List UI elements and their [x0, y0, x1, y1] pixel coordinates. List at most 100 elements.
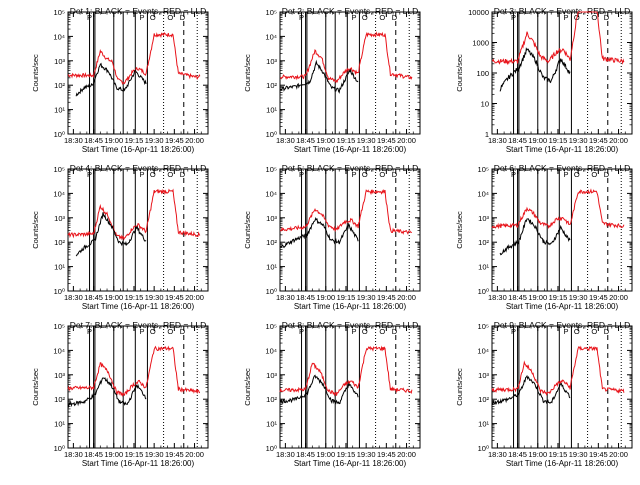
- series-events-line: [279, 374, 359, 405]
- panel-det-7: Det 7: BLACK = Events, RED = LLD Counts/s…: [31, 320, 209, 468]
- event-marker-label: O: [362, 170, 368, 179]
- x-tick-label: 19:45: [165, 136, 184, 145]
- y-tick-label: 10³: [266, 57, 277, 66]
- event-marker-label: O: [574, 327, 580, 336]
- series-lld-line: [67, 345, 200, 398]
- plot-frame: [279, 11, 421, 135]
- series-lld-line: [279, 189, 412, 235]
- y-tick-label: 10⁵: [478, 322, 489, 331]
- panel-title: Det 2: BLACK = Events, RED = LLD: [282, 6, 419, 16]
- x-tick-label: 19:00: [104, 293, 123, 302]
- x-tick-label: 19:45: [589, 293, 608, 302]
- x-tick-label: 19:30: [357, 450, 376, 459]
- event-marker-label: D: [604, 13, 610, 22]
- x-tick-label: 18:45: [84, 450, 103, 459]
- event-marker-label: P: [140, 170, 145, 179]
- event-marker-label: P: [564, 327, 569, 336]
- x-axis-label: Start Time (16-Apr-11 18:26:00): [294, 459, 407, 468]
- x-tick-label: 19:15: [337, 136, 356, 145]
- x-tick-label: 18:45: [84, 293, 103, 302]
- event-marker-label: O: [591, 13, 597, 22]
- x-tick-label: 19:00: [528, 450, 547, 459]
- x-tick-label: 18:45: [296, 136, 315, 145]
- y-tick-label: 10²: [266, 395, 277, 404]
- x-tick-label: 20:00: [609, 136, 628, 145]
- series-lld-line: [279, 345, 413, 397]
- event-marker-label: O: [167, 13, 173, 22]
- event-marker-label: P: [140, 327, 145, 336]
- panel-title: Det 9: BLACK = Events, RED = LLD: [494, 320, 631, 330]
- x-axis-label: Start Time (16-Apr-11 18:26:00): [506, 459, 619, 468]
- y-tick-label: 10³: [54, 371, 65, 380]
- y-tick-label: 10⁵: [478, 165, 489, 174]
- x-tick-label: 19:15: [337, 293, 356, 302]
- y-tick-label: 10: [481, 100, 489, 109]
- event-marker-label: P: [87, 13, 92, 22]
- x-tick-label: 19:45: [589, 136, 608, 145]
- x-tick-label: 19:00: [104, 136, 123, 145]
- event-marker-label: O: [379, 170, 385, 179]
- x-tick-label: 20:00: [609, 293, 628, 302]
- event-marker-label: P: [564, 13, 569, 22]
- y-tick-label: 10³: [54, 214, 65, 223]
- event-marker-label: P: [87, 170, 92, 179]
- x-tick-label: 19:00: [528, 293, 547, 302]
- panel-det-8: Det 8: BLACK = Events, RED = LLD Counts/s…: [243, 320, 421, 468]
- event-marker-label: D: [180, 13, 186, 22]
- x-tick-label: 20:00: [397, 450, 416, 459]
- x-tick-label: 20:00: [609, 450, 628, 459]
- y-tick-label: 10⁵: [54, 165, 65, 174]
- y-tick-label: 10⁴: [477, 189, 489, 198]
- panel-title: Det 8: BLACK = Events, RED = LLD: [282, 320, 419, 330]
- series-lld-line: [491, 345, 625, 397]
- y-axis-label: Counts/sec: [31, 54, 40, 92]
- series-events-line: [499, 47, 571, 92]
- y-tick-label: 10⁰: [266, 130, 277, 139]
- panel-det-1: Det 1: BLACK = Events, RED = LLD Counts/s…: [31, 6, 209, 154]
- x-tick-label: 18:30: [64, 136, 83, 145]
- panel-title: Det 7: BLACK = Events, RED = LLD: [70, 320, 207, 330]
- x-tick-label: 18:45: [296, 450, 315, 459]
- y-tick-label: 10²: [54, 395, 65, 404]
- y-tick-label: 10⁰: [54, 130, 65, 139]
- event-marker-label: D: [180, 170, 186, 179]
- event-marker-label: O: [362, 13, 368, 22]
- plot-frame: [67, 11, 209, 135]
- y-tick-label: 10¹: [478, 263, 489, 272]
- x-tick-label: 19:00: [316, 450, 335, 459]
- event-marker-label: P: [299, 13, 304, 22]
- panel-det-9: Det 9: BLACK = Events, RED = LLD Counts/s…: [455, 320, 633, 468]
- series-events-line: [280, 216, 359, 249]
- x-tick-label: 18:30: [276, 450, 295, 459]
- y-tick-label: 10⁵: [266, 322, 277, 331]
- event-marker-label: P: [511, 13, 516, 22]
- x-tick-label: 19:15: [125, 136, 144, 145]
- y-tick-label: 10⁵: [54, 322, 65, 331]
- y-tick-label: 1000: [472, 39, 489, 48]
- y-tick-label: 10⁵: [266, 165, 277, 174]
- event-marker-label: D: [604, 327, 610, 336]
- y-tick-label: 10⁰: [266, 287, 277, 296]
- series-lld-line: [67, 188, 201, 241]
- y-tick-label: 10³: [266, 214, 277, 223]
- x-tick-label: 18:30: [64, 293, 83, 302]
- y-tick-label: 10³: [478, 214, 489, 223]
- event-marker-label: O: [591, 327, 597, 336]
- y-tick-label: 10⁵: [54, 8, 65, 17]
- y-tick-label: 10²: [266, 238, 277, 247]
- x-tick-label: 19:15: [549, 293, 568, 302]
- y-tick-label: 10⁴: [265, 189, 277, 198]
- series-events-line: [279, 59, 359, 94]
- y-tick-label: 10³: [478, 371, 489, 380]
- x-tick-label: 19:30: [145, 450, 164, 459]
- series-events-line: [67, 377, 147, 408]
- plot-frame: [279, 168, 421, 292]
- plot-frame: [491, 325, 633, 449]
- event-marker-label: P: [140, 13, 145, 22]
- x-tick-label: 19:45: [589, 450, 608, 459]
- event-marker-label: P: [87, 327, 92, 336]
- y-tick-label: 10⁰: [54, 444, 65, 453]
- y-axis-label: Counts/sec: [455, 368, 464, 406]
- x-tick-label: 19:45: [377, 450, 396, 459]
